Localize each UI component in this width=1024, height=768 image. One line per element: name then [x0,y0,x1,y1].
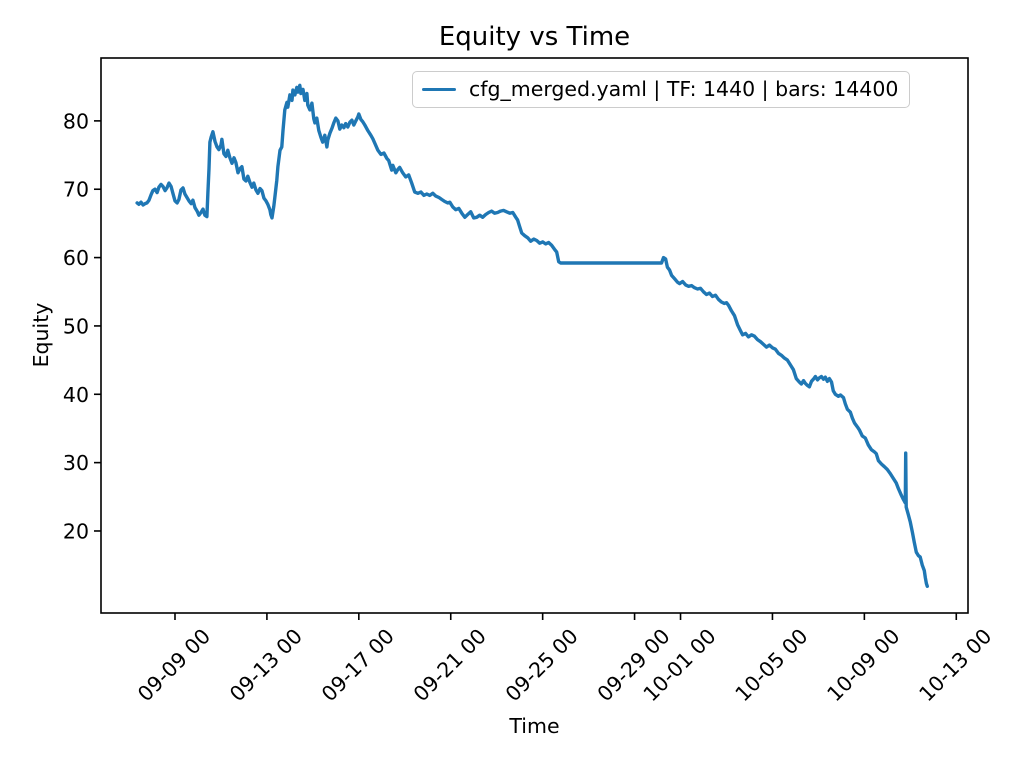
legend: cfg_merged.yaml | TF: 1440 | bars: 14400 [412,71,911,108]
x-tick-label: 09-25 00 [501,624,583,706]
y-tick-label: 20 [63,519,89,543]
x-tick-label: 10-09 00 [822,624,904,706]
x-tick-label: 09-17 00 [317,624,399,706]
x-tick-label: 09-13 00 [225,624,307,706]
legend-entry-label: cfg_merged.yaml | TF: 1440 | bars: 14400 [469,77,899,101]
y-tick-label: 80 [63,109,89,133]
x-tick-label: 10-13 00 [914,624,996,706]
y-axis-label: Equity [29,302,53,368]
legend-line-swatch [422,87,456,92]
chart-title: Equity vs Time [438,22,631,52]
y-tick-label: 40 [63,383,89,407]
plot-border [100,57,969,614]
x-tick-label: 09-09 00 [133,624,215,706]
x-tick-label: 09-21 00 [409,624,491,706]
x-tick-label: 10-05 00 [730,624,812,706]
x-axis-label: Time [509,714,560,738]
y-tick-label: 60 [63,246,89,270]
y-tick-label: 70 [63,178,89,202]
equity-line [135,83,929,588]
y-tick-label: 50 [63,314,89,338]
y-tick-label: 30 [63,451,89,475]
